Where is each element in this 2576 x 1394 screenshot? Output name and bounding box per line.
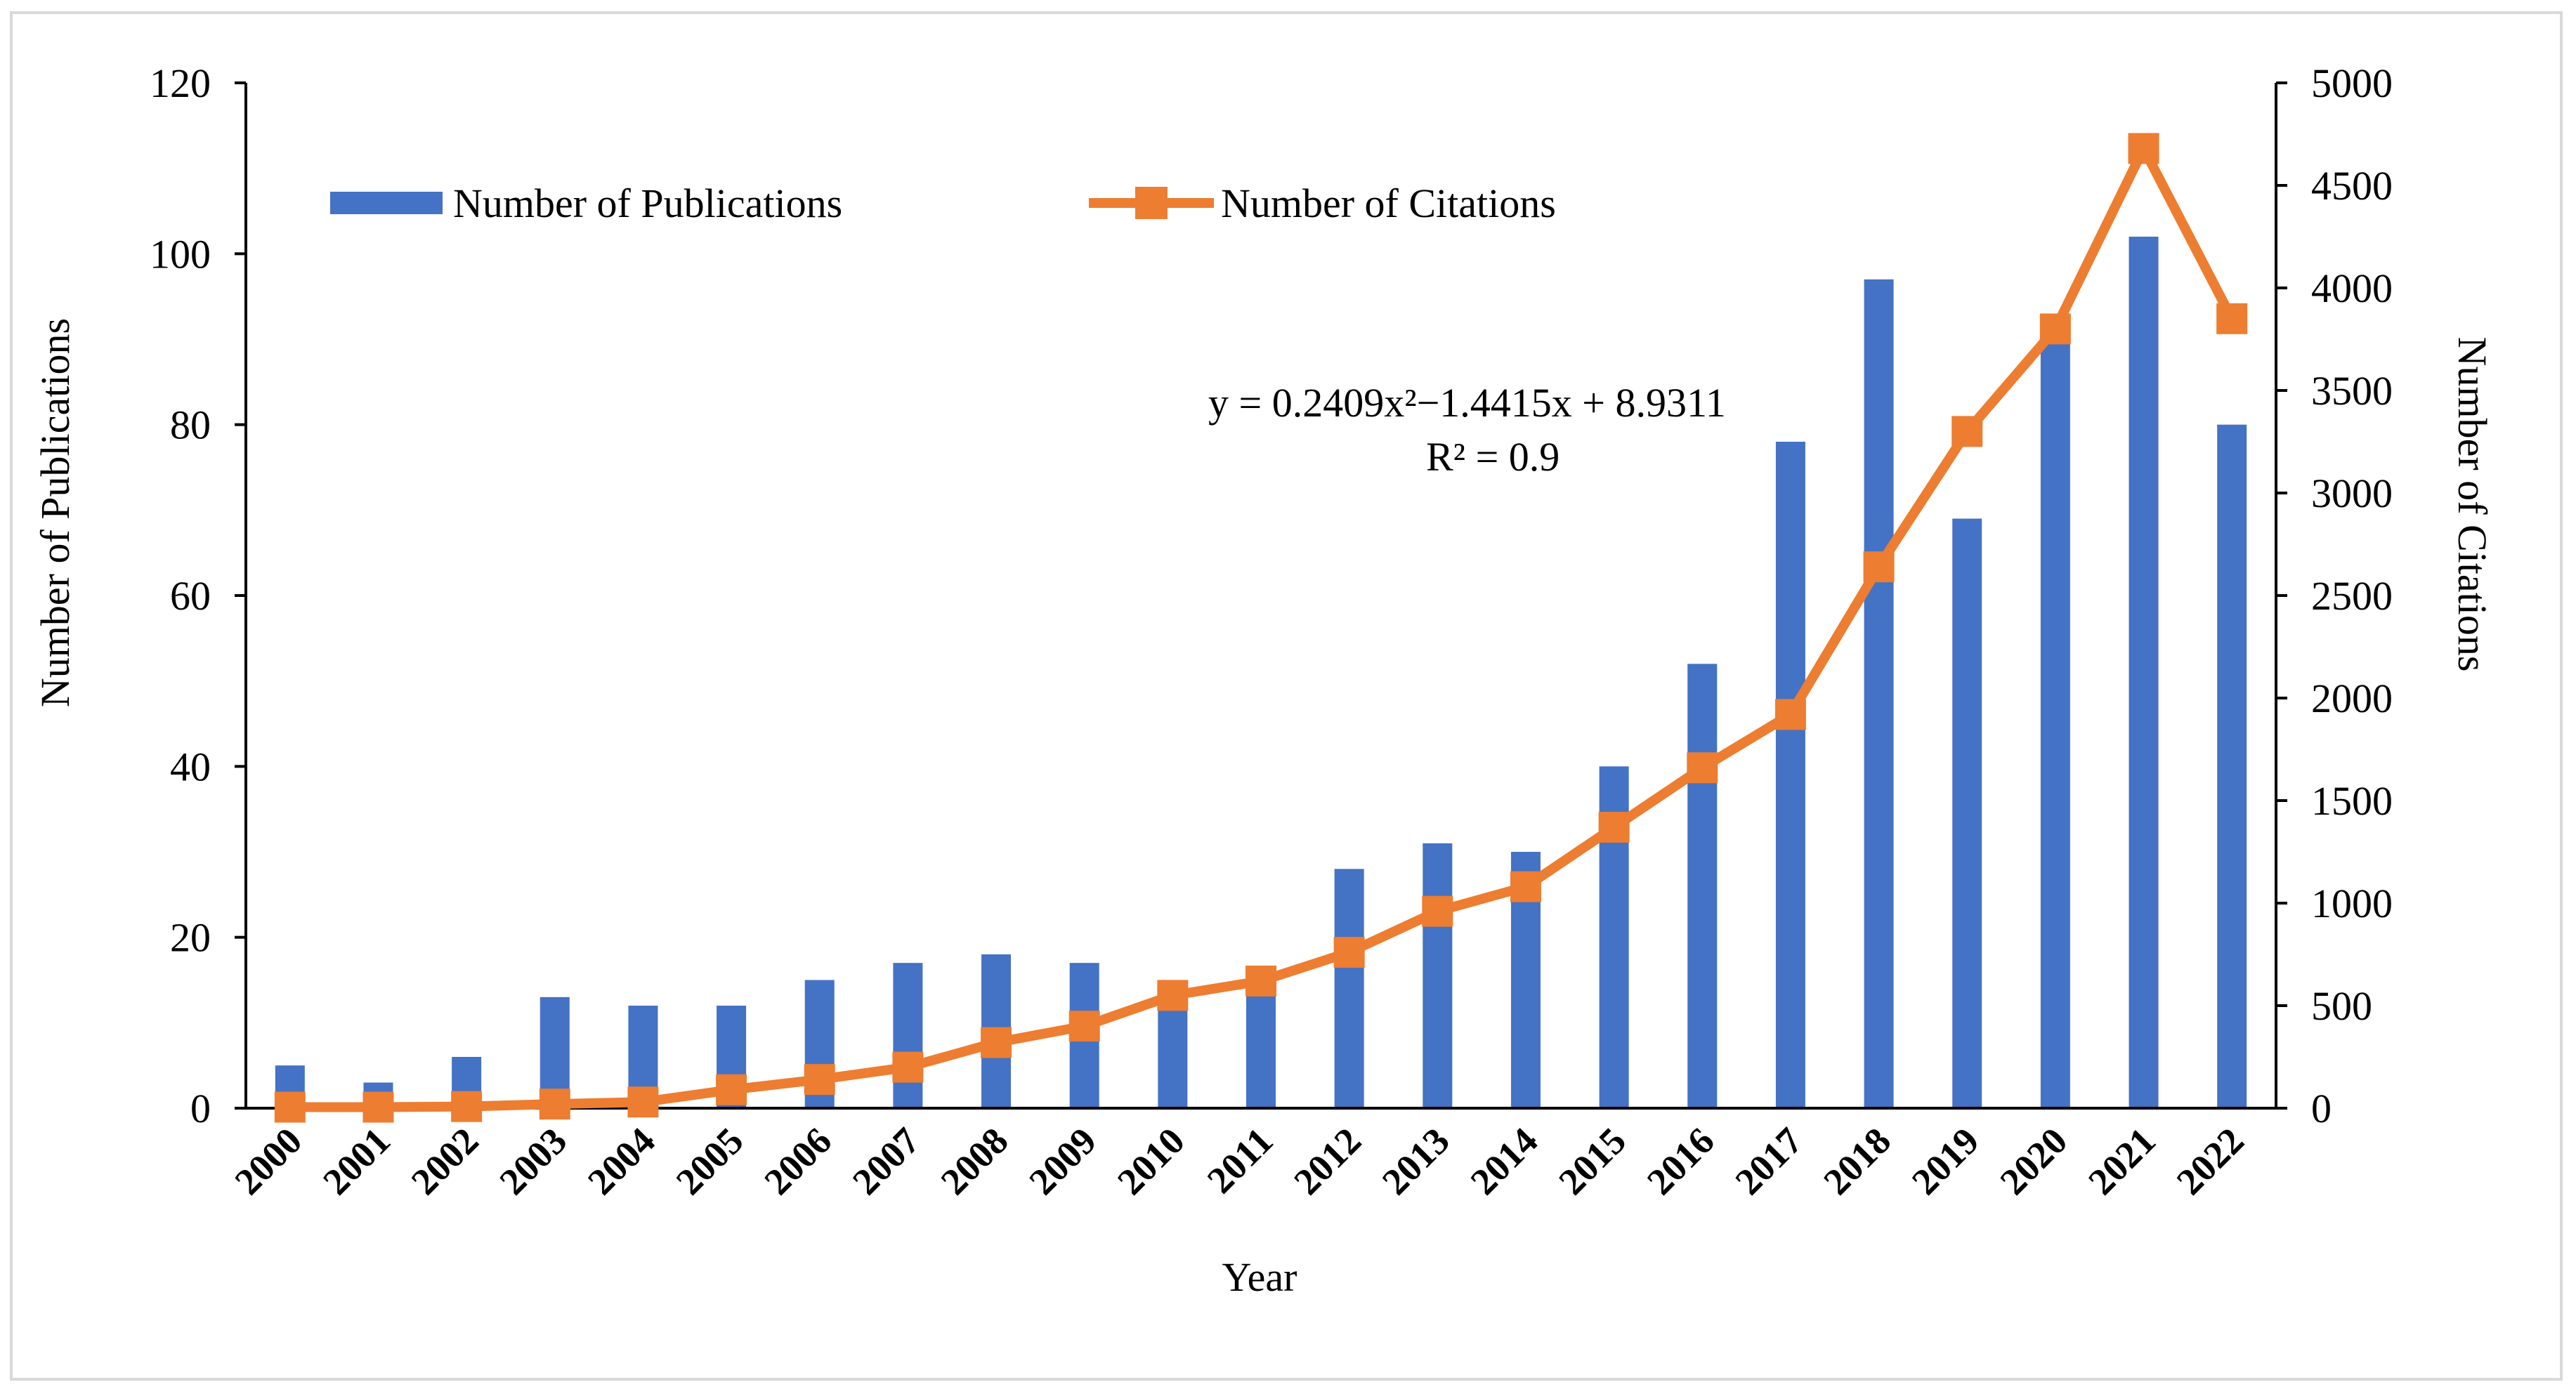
x-tick-label-2006: 2006 [756,1119,839,1203]
y-right-tick-label: 1000 [2311,881,2393,926]
citation-marker-2001 [362,1091,394,1123]
x-tick-label-2008: 2008 [933,1119,1016,1203]
citation-marker-2018 [1863,551,1895,583]
x-tick-label-2004: 2004 [580,1119,663,1203]
citation-marker-2009 [1068,1011,1100,1042]
x-tick-label-2017: 2017 [1727,1119,1811,1203]
citation-marker-2004 [627,1086,659,1118]
y-right-tick-label: 500 [2311,983,2372,1029]
x-tick-label-2003: 2003 [491,1119,575,1203]
citation-marker-2007 [892,1051,924,1083]
y-left-tick-label: 0 [190,1086,211,1131]
trendline-equation: y = 0.2409x²−1.4415x + 8.9311 [1208,380,1726,426]
citations-series-line [289,143,2237,1112]
y-right-tick-label: 1500 [2311,778,2393,824]
citation-marker-2021 [2128,133,2159,164]
y-right-axis-title: Number of Citations [2450,337,2495,672]
citation-marker-2022 [2216,303,2248,334]
bar-publications-2017 [1775,442,1805,1108]
x-tick-label-2019: 2019 [1904,1119,1987,1203]
r-squared-label: R² = 0.9 [1426,434,1560,480]
citation-marker-2011 [1245,965,1276,997]
y-left-axis-title: Number of Publications [32,318,78,707]
bar-publications-2016 [1687,664,1718,1108]
x-tick-label-2011: 2011 [1199,1119,1281,1202]
legend-swatch-publications [330,192,443,214]
bar-publications-2007 [893,963,923,1108]
x-tick-label-2015: 2015 [1550,1119,1634,1203]
bar-publications-2022 [2217,424,2247,1108]
citation-marker-2020 [2039,313,2071,345]
x-tick-label-2020: 2020 [1992,1119,2076,1203]
bar-publications-2012 [1334,869,1364,1108]
citation-marker-2006 [804,1064,835,1096]
x-tick-label-2009: 2009 [1021,1119,1104,1203]
x-tick-label-2007: 2007 [844,1119,928,1203]
x-tick-label-2012: 2012 [1286,1119,1369,1203]
x-tick-label-2001: 2001 [315,1119,398,1203]
x-tick-label-2021: 2021 [2080,1119,2164,1203]
x-tick-label-2022: 2022 [2169,1119,2252,1203]
y-right-tick-label: 5000 [2311,60,2393,106]
x-tick-label-2010: 2010 [1109,1119,1193,1203]
y-right-tick-label: 4500 [2311,163,2393,209]
x-tick-label-2016: 2016 [1639,1119,1722,1203]
y-left-tick-label: 80 [170,402,211,448]
bar-publications-2018 [1864,279,1894,1108]
y-right-tick-label: 0 [2311,1086,2332,1131]
x-tick-label-2005: 2005 [668,1119,752,1203]
citation-marker-2012 [1333,937,1365,968]
y-left-tick-label: 120 [150,60,211,106]
legend-label-publications: Number of Publications [453,180,842,226]
y-right-tick-label: 2000 [2311,676,2393,721]
y-left-tick-label: 100 [150,231,211,277]
bar-publications-2020 [2040,330,2070,1108]
bar-publications-2021 [2129,237,2159,1108]
x-tick-label-2000: 2000 [227,1119,310,1203]
citation-marker-2013 [1422,895,1453,927]
x-tick-label-2013: 2013 [1374,1119,1458,1203]
bar-publications-2019 [1952,518,1982,1108]
citation-marker-2002 [451,1091,483,1122]
legend-marker-citations [1135,187,1168,219]
y-left-tick-label: 60 [170,573,211,619]
citation-marker-2005 [716,1074,747,1105]
x-axis-title: Year [1222,1254,1297,1300]
citation-marker-2015 [1598,811,1630,843]
bar-publications-2013 [1423,843,1453,1108]
legend-label-citations: Number of Citations [1221,180,1556,226]
citations-line [274,133,2248,1123]
legend: Number of Publications Number of Citatio… [330,180,1556,226]
citation-marker-2010 [1157,980,1189,1011]
y-right-tick-label: 2500 [2311,573,2393,619]
citation-marker-2019 [1951,416,1983,447]
x-tick-label-2002: 2002 [403,1119,487,1203]
y-right-tick-label: 3500 [2311,368,2393,414]
citation-marker-2017 [1774,699,1806,730]
y-right-tick-label: 3000 [2311,471,2393,516]
citation-marker-2003 [539,1089,570,1120]
citation-marker-2016 [1687,752,1718,784]
y-left-tick-label: 40 [170,744,211,789]
x-tick-label-2014: 2014 [1463,1119,1546,1203]
x-tick-label-2018: 2018 [1815,1119,1899,1203]
citation-marker-2014 [1510,871,1541,902]
y-left-tick-label: 20 [170,915,211,961]
citation-marker-2000 [274,1091,306,1123]
citation-marker-2008 [981,1027,1012,1058]
bar-publications-2011 [1246,980,1276,1108]
y-right-tick-label: 4000 [2311,265,2393,311]
